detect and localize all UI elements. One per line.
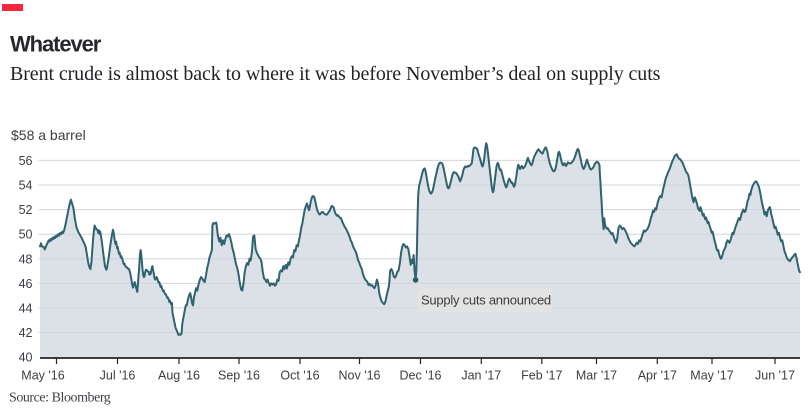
svg-text:Apr '17: Apr '17 bbox=[638, 369, 677, 383]
svg-text:Nov '16: Nov '16 bbox=[339, 369, 381, 383]
svg-text:46: 46 bbox=[19, 277, 33, 291]
svg-text:Dec '16: Dec '16 bbox=[400, 369, 442, 383]
svg-text:44: 44 bbox=[19, 301, 33, 315]
svg-text:Source: Bloomberg: Source: Bloomberg bbox=[9, 391, 111, 406]
svg-text:56: 56 bbox=[19, 154, 33, 168]
svg-text:$58 a barrel: $58 a barrel bbox=[11, 127, 86, 143]
svg-text:Brent crude is almost back to: Brent crude is almost back to where it w… bbox=[10, 63, 661, 85]
svg-text:May '16: May '16 bbox=[21, 369, 64, 383]
svg-text:48: 48 bbox=[19, 252, 33, 266]
svg-text:Sep '16: Sep '16 bbox=[218, 369, 260, 383]
svg-text:Supply cuts announced: Supply cuts announced bbox=[421, 293, 551, 308]
svg-text:Feb '17: Feb '17 bbox=[521, 369, 562, 383]
svg-text:Mar '17: Mar '17 bbox=[576, 369, 617, 383]
svg-text:54: 54 bbox=[19, 179, 33, 193]
svg-text:Oct '16: Oct '16 bbox=[280, 369, 319, 383]
svg-text:Aug '16: Aug '16 bbox=[158, 369, 200, 383]
svg-text:Jun '17: Jun '17 bbox=[755, 369, 795, 383]
svg-text:40: 40 bbox=[19, 351, 33, 365]
svg-text:Jan '17: Jan '17 bbox=[461, 369, 501, 383]
svg-text:42: 42 bbox=[19, 326, 33, 340]
svg-text:May '17: May '17 bbox=[690, 369, 733, 383]
svg-text:Whatever: Whatever bbox=[10, 32, 102, 57]
svg-text:Jul '16: Jul '16 bbox=[100, 369, 136, 383]
svg-text:52: 52 bbox=[19, 203, 33, 217]
svg-text:50: 50 bbox=[19, 228, 33, 242]
